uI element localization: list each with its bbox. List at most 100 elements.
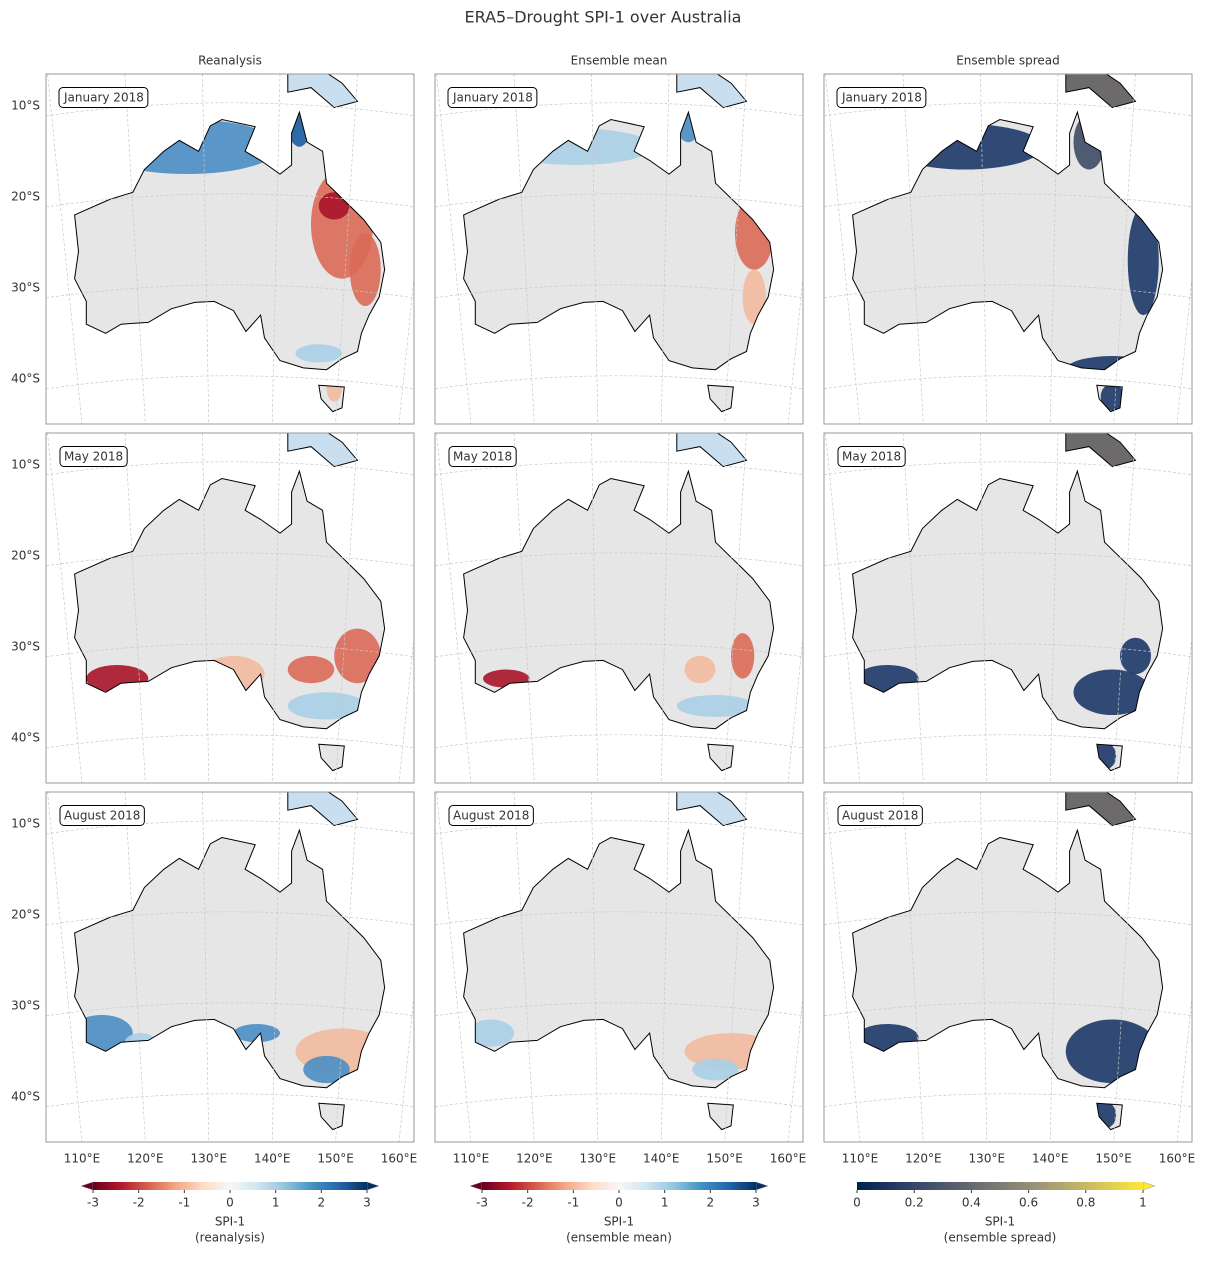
coastline: [852, 469, 1164, 772]
colorbar-tick-label: 0.8: [1076, 1196, 1095, 1210]
label-box: [837, 805, 923, 826]
map-panel: January 2018: [823, 73, 1193, 425]
grid-line: [513, 792, 535, 1142]
grid-line: [980, 74, 988, 424]
anomaly-area: [318, 192, 350, 220]
grid-line: [202, 74, 210, 424]
map-panel: August 2018 110°E 120°E 130°E 140°E 150°E 160°…: [823, 791, 1195, 1166]
colorbar-tick-label: 0.2: [905, 1196, 924, 1210]
colorbar-tick-label: 2: [318, 1196, 326, 1210]
land: [1065, 792, 1137, 827]
panel-label: May 2018: [453, 450, 512, 464]
grid-line: [825, 74, 861, 424]
grid-line: [202, 792, 210, 1142]
panel-frame: [823, 432, 1193, 784]
grid-line: [724, 74, 747, 424]
lon-label: 110°E: [453, 1152, 490, 1166]
colorbar-tick-label: 1: [272, 1196, 280, 1210]
lon-label: 130°E: [580, 1152, 617, 1166]
panel-frame: [45, 432, 415, 784]
colorbar-tick-label: 0.4: [962, 1196, 981, 1210]
colorbar-tick-label: -2: [133, 1196, 145, 1210]
grid-line: [1049, 792, 1059, 1142]
land: [676, 74, 748, 109]
label-box: [837, 446, 906, 467]
grid-line: [591, 792, 599, 1142]
anomaly-area: [334, 628, 381, 684]
grid-line: [1113, 792, 1136, 1142]
grid-line: [271, 74, 281, 424]
colorbar-tick-label: 0: [615, 1196, 623, 1210]
panel-label: January 2018: [63, 91, 144, 105]
grid-line: [202, 433, 210, 783]
map-panel: January 2018 10°S 20°S 30°S 40°S: [11, 73, 415, 425]
lon-label: 140°E: [1032, 1152, 1069, 1166]
anomaly-area: [467, 1019, 514, 1047]
lat-label: 10°S: [11, 817, 40, 831]
lat-label: 20°S: [11, 908, 40, 922]
grid-line: [436, 792, 472, 1142]
colorbar-tick-label: -2: [522, 1196, 534, 1210]
grid-line: [436, 433, 472, 783]
lat-label: 40°S: [11, 1090, 40, 1104]
grid-line: [1113, 433, 1136, 783]
grid-line: [902, 433, 924, 783]
panel-frame: [434, 791, 804, 1143]
land: [74, 112, 385, 412]
panel-label: January 2018: [841, 91, 922, 105]
colorbar-tick-label: 0: [853, 1196, 861, 1210]
colorbar-bar: [482, 1182, 756, 1190]
grid-line: [980, 792, 988, 1142]
anomaly-area: [684, 655, 716, 684]
colorbar-extend: [80, 1181, 94, 1191]
lon-label: 150°E: [706, 1152, 743, 1166]
lat-label: 10°S: [11, 458, 40, 472]
coastline: [74, 828, 386, 1131]
colorbar-tick-label: -3: [476, 1196, 488, 1210]
lon-label: 140°E: [643, 1152, 680, 1166]
grid-line: [660, 433, 670, 783]
colorbar-tick-label: 2: [707, 1196, 715, 1210]
anomaly-field: [483, 633, 755, 717]
colorbar-label: SPI-1: [215, 1215, 245, 1229]
land: [1065, 74, 1137, 109]
lat-label: 20°S: [11, 190, 40, 204]
lon-label: 160°E: [381, 1152, 418, 1166]
lon-label: 130°E: [969, 1152, 1006, 1166]
panel-frame: [823, 73, 1193, 425]
lon-label: 120°E: [905, 1152, 942, 1166]
anomaly-field: [94, 112, 381, 402]
label-box: [836, 87, 927, 108]
land: [287, 433, 359, 468]
lon-label: 120°E: [516, 1152, 553, 1166]
grid-line: [47, 433, 83, 783]
label-box: [59, 446, 128, 467]
panel-label: August 2018: [64, 809, 140, 823]
land: [463, 471, 774, 771]
colorbar-tick-label: 1: [1139, 1196, 1147, 1210]
colorbar-tick-label: 0: [226, 1196, 234, 1210]
panel-frame: [45, 791, 415, 1143]
lon-label: 110°E: [64, 1152, 101, 1166]
grid-line: [980, 433, 988, 783]
anomaly-area: [1120, 637, 1151, 675]
grid-line: [335, 74, 358, 424]
map-panel: May 2018: [434, 432, 804, 784]
lat-label: 30°S: [11, 999, 40, 1013]
grid-line: [47, 792, 83, 1142]
grid-line: [1049, 74, 1059, 424]
panel-frame: [823, 791, 1193, 1143]
anomaly-field: [856, 637, 1151, 770]
column-title: Ensemble spread: [956, 54, 1060, 68]
grid-line: [271, 792, 281, 1142]
grid-line: [902, 792, 924, 1142]
lon-label: 150°E: [1095, 1152, 1132, 1166]
lon-label: 160°E: [770, 1152, 807, 1166]
land: [852, 112, 1163, 412]
colorbar-label: (ensemble mean): [566, 1231, 672, 1245]
anomaly-area: [349, 233, 381, 306]
anomaly-area: [1073, 669, 1151, 716]
grid-line: [124, 792, 146, 1142]
lon-label: 130°E: [191, 1152, 228, 1166]
